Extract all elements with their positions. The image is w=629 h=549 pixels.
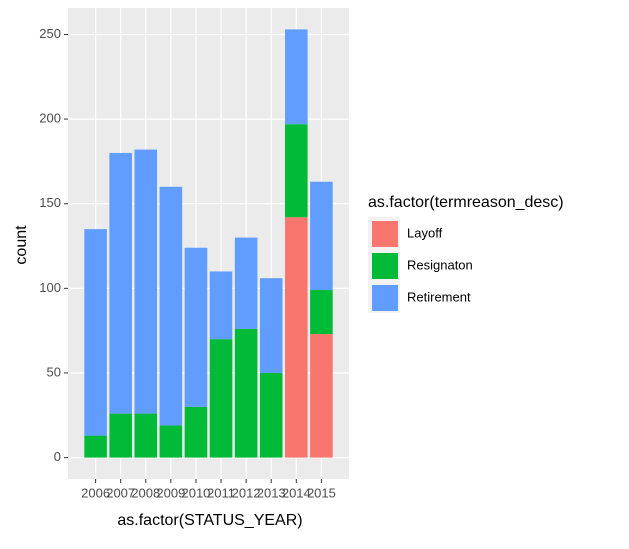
bar-segment <box>259 372 283 458</box>
x-tick-label: 2009 <box>156 485 185 500</box>
x-axis-title: as.factor(STATUS_YEAR) <box>117 512 302 529</box>
bar-segment <box>209 271 233 340</box>
y-tick-label: 50 <box>47 364 61 379</box>
bar-segment <box>259 278 283 373</box>
legend-label: Retirement <box>407 289 471 304</box>
x-tick-label: 2014 <box>282 485 311 500</box>
bar-segment <box>184 247 208 407</box>
legend-key <box>372 221 398 247</box>
bar-segment <box>285 217 308 458</box>
x-tick-label: 2012 <box>232 485 261 500</box>
bar-segment <box>285 124 308 218</box>
bar-segment <box>109 152 132 414</box>
bar-segment <box>234 328 258 458</box>
y-tick-label: 200 <box>39 111 61 126</box>
bar-segment <box>310 181 333 291</box>
x-tick-label: 2007 <box>106 485 135 500</box>
legend-title: as.factor(termreason_desc) <box>368 194 564 211</box>
legend-label: Resignaton <box>407 257 473 272</box>
legend-key <box>372 285 398 311</box>
x-tick-label: 2011 <box>207 485 235 500</box>
x-tick-label: 2013 <box>257 485 286 500</box>
bar-segment <box>184 406 208 458</box>
y-tick-label: 250 <box>39 26 61 41</box>
bar-segment <box>310 290 333 335</box>
y-tick-label: 100 <box>39 280 61 295</box>
bar-segment <box>310 334 333 458</box>
legend-key <box>372 253 398 279</box>
x-tick-label: 2015 <box>307 485 336 500</box>
y-axis-title: count <box>13 225 30 265</box>
y-tick-label: 150 <box>39 195 61 210</box>
bar-segment <box>134 413 158 458</box>
bar-segment <box>159 186 183 426</box>
x-tick-label: 2006 <box>81 485 110 500</box>
x-tick-label: 2008 <box>131 485 160 500</box>
bar-segment <box>109 413 132 458</box>
y-tick-label: 0 <box>54 449 61 464</box>
bar-segment <box>209 339 233 458</box>
legend-label: Layoff <box>407 225 443 240</box>
bar-segment <box>234 237 258 329</box>
bar-segment <box>134 149 158 414</box>
bar-segment <box>285 29 308 125</box>
bar-segment <box>84 229 107 436</box>
bar-segment <box>159 425 183 458</box>
bar-segment <box>84 435 107 458</box>
x-tick-label: 2010 <box>181 485 210 500</box>
